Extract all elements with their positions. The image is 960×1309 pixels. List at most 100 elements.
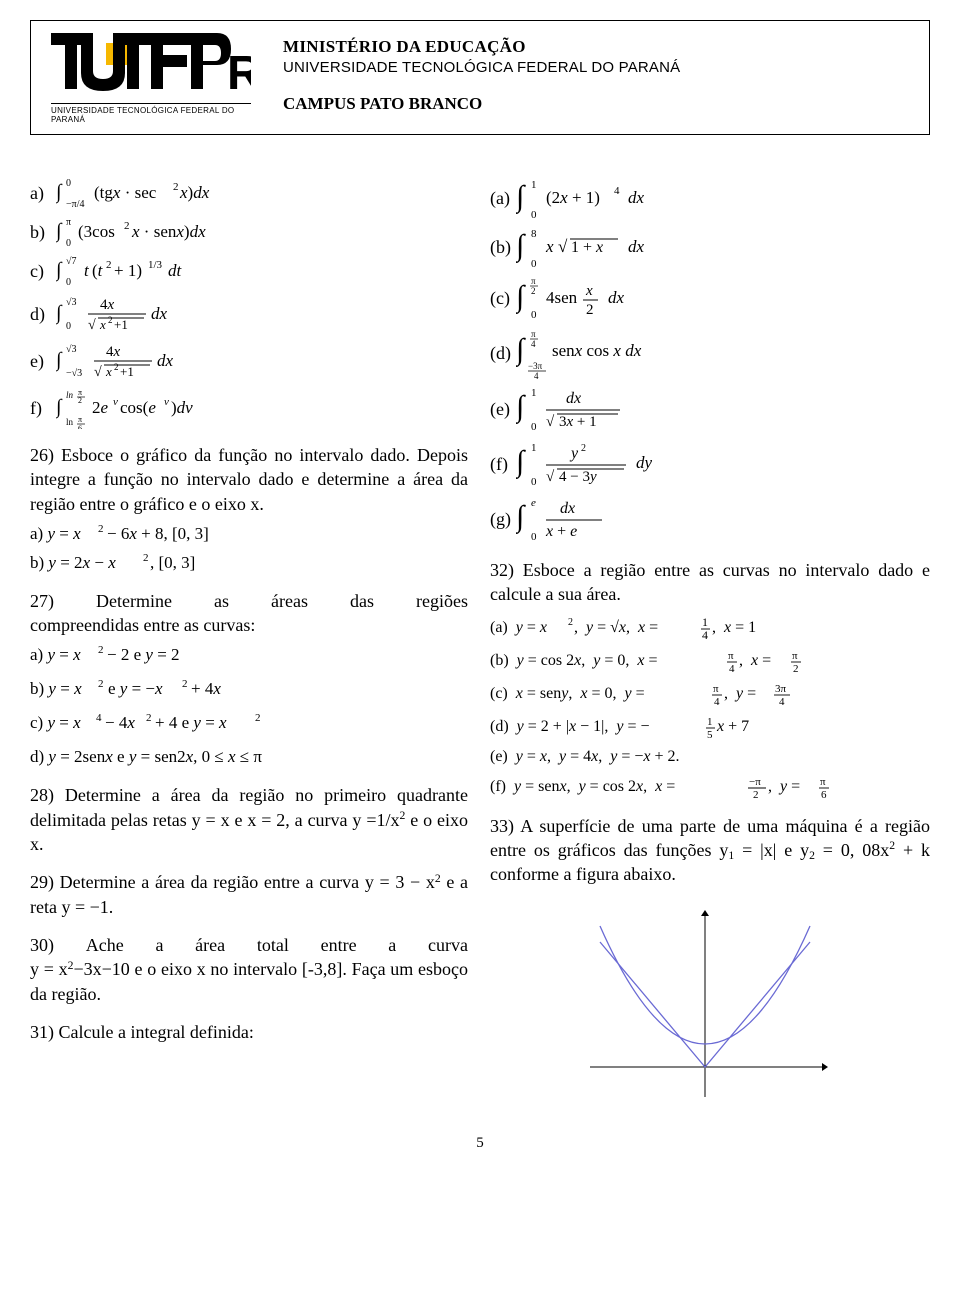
svg-text:− 4x: − 4x: [105, 713, 135, 732]
svg-text:π: π: [66, 217, 71, 228]
svg-text:6: 6: [821, 789, 827, 800]
svg-text:∫: ∫: [516, 390, 526, 425]
eq-31d: (d) ∫ π 4 −3π 4 senx cos x dx: [490, 327, 930, 379]
svg-text:√: √: [546, 414, 555, 430]
svg-text:√: √: [94, 365, 102, 380]
svg-text:∫: ∫: [56, 181, 63, 204]
svg-text:+ 1): + 1): [114, 261, 142, 280]
document-header: R UNIVERSIDADE TECNOLÓGICA FEDERAL DO PA…: [30, 20, 930, 135]
svg-text:2: 2: [255, 712, 261, 724]
svg-text:π: π: [531, 329, 536, 339]
eq-31f: (f) ∫ 1 0 y 2 √ 4 − 3y dy: [490, 439, 930, 489]
svg-text:+ 4x: + 4x: [191, 679, 221, 698]
svg-text:(c) x = seny, x = 0, y =: (c) x = seny, x = 0, y =: [490, 685, 645, 702]
svg-text:dt: dt: [168, 261, 183, 280]
svg-text:−π/4: −π/4: [66, 199, 84, 210]
q32-text: 32) Esboce a região entre as curvas no i…: [490, 558, 930, 607]
q27-line2: compreendidas entre as curvas:: [30, 613, 255, 637]
eq-31e: (e) ∫ 1 0 dx √ 3x + 1: [490, 384, 930, 434]
page-number: 5: [30, 1135, 930, 1152]
svg-text:, x =: , x =: [739, 652, 771, 669]
svg-text:4: 4: [96, 712, 102, 724]
eq-25e: e) ∫ √3 −√3 4x √ x 2 +1 dx: [30, 340, 468, 382]
q32-e: (e) y = x, y = 4x, y = −x + 2.: [490, 745, 930, 767]
svg-text:0: 0: [66, 277, 71, 288]
svg-text:∫: ∫: [516, 229, 526, 264]
svg-text:2e: 2e: [92, 398, 109, 417]
svg-text:a) y = x: a) y = x: [30, 645, 81, 664]
svg-text:2: 2: [581, 443, 586, 454]
q27-d: d) y = 2senx e y = sen2x, 0 ≤ x ≤ π: [30, 745, 468, 769]
svg-text:π: π: [531, 276, 536, 286]
svg-text:∫: ∫: [516, 445, 526, 480]
svg-text:4sen: 4sen: [546, 288, 578, 307]
svg-text:∫: ∫: [56, 349, 63, 372]
svg-text:−π: −π: [749, 776, 761, 788]
svg-text:∫: ∫: [56, 220, 63, 243]
svg-text:1/3: 1/3: [148, 259, 163, 271]
svg-text:2: 2: [108, 315, 113, 325]
svg-text:2: 2: [124, 220, 130, 232]
eq-25c: c) ∫ √7 0 t (t 2 + 1) 1/3 dt: [30, 254, 468, 288]
svg-text:2: 2: [586, 302, 594, 318]
svg-text:, y = √x, x =: , y = √x, x =: [574, 619, 658, 636]
svg-text:(t: (t: [92, 261, 104, 280]
q32-b: (b) y = cos 2x, y = 0, x = π 4 , x = π 2: [490, 646, 930, 674]
svg-text:π: π: [713, 683, 719, 695]
svg-text:dx: dx: [157, 351, 174, 370]
svg-text:4: 4: [534, 371, 539, 379]
svg-text:0: 0: [531, 309, 537, 321]
university-line: UNIVERSIDADE TECNOLÓGICA FEDERAL DO PARA…: [283, 59, 917, 76]
svg-text:x: x: [105, 364, 112, 379]
svg-text:b) y = 2x − x: b) y = 2x − x: [30, 553, 116, 572]
svg-text:− 6x + 8, [0, 3]: − 6x + 8, [0, 3]: [107, 524, 209, 543]
svg-text:2: 2: [173, 181, 179, 193]
svg-text:∫: ∫: [516, 280, 526, 315]
svg-text:1: 1: [702, 615, 708, 629]
svg-text:(tgx · sec: (tgx · sec: [94, 183, 157, 202]
q29-text: 29) Determine a área da região entre a c…: [30, 870, 468, 919]
svg-text:2: 2: [106, 259, 112, 271]
svg-text:senx cos x dx: senx cos x dx: [552, 341, 642, 360]
svg-text:)dv: )dv: [171, 398, 193, 417]
svg-text:4: 4: [614, 185, 620, 197]
svg-text:2: 2: [531, 286, 536, 296]
svg-text:(f) y = senx, y = cos 2x, x: (f) y = senx, y = cos 2x, x =: [490, 778, 675, 795]
eq-25f: f) ∫ ln π 2 ln π 6 2e v cos(e v )dv: [30, 387, 468, 429]
svg-text:dx: dx: [151, 304, 168, 323]
svg-text:v: v: [113, 396, 118, 408]
svg-text:dx: dx: [608, 288, 625, 307]
svg-text:∫: ∫: [516, 333, 526, 368]
svg-text:1: 1: [531, 179, 537, 191]
svg-text:1: 1: [531, 387, 537, 399]
svg-text:dx: dx: [628, 237, 645, 256]
svg-text:x + e: x + e: [545, 523, 577, 540]
q28-text: 28) Determine a área da região no primei…: [30, 783, 468, 856]
svg-text:√: √: [546, 469, 555, 485]
svg-text:2: 2: [98, 678, 104, 690]
q26-text: 26) Esboce o gráfico da função no interv…: [30, 443, 468, 516]
svg-text:, [0, 3]: , [0, 3]: [150, 553, 195, 572]
eq-25d: d) ∫ √3 0 4x √ x 2 +1 dx: [30, 293, 468, 335]
header-text: MINISTÉRIO DA EDUCAÇÃO UNIVERSIDADE TECN…: [271, 21, 929, 134]
right-column: (a) ∫ 1 0 (2x + 1) 4 dx (b) ∫ 8 0 x √: [490, 171, 930, 1109]
svg-text:x: x: [545, 237, 554, 256]
eq-25a: a) ∫ 0 −π/4 (tgx · sec 2 x)dx: [30, 176, 468, 210]
svg-text:∫: ∫: [516, 500, 526, 535]
svg-text:dx: dx: [560, 500, 575, 517]
svg-text:∫: ∫: [56, 259, 63, 282]
svg-text:2: 2: [114, 362, 119, 372]
svg-text:4: 4: [702, 628, 708, 641]
svg-text:2: 2: [143, 552, 149, 564]
svg-text:v: v: [164, 396, 169, 408]
utfpr-logo: R: [51, 31, 251, 101]
q27-line1: 27) Determine as áreas das regiões: [30, 591, 468, 611]
q27-text: 27) Determine as áreas das regiões compr…: [30, 589, 468, 638]
svg-text:2: 2: [568, 617, 573, 628]
q26-b: b) y = 2x − x 2 , [0, 3]: [30, 551, 468, 575]
svg-text:e y = −x: e y = −x: [108, 679, 163, 698]
q27-a: a) y = x 2 − 2 e y = 2: [30, 643, 468, 667]
svg-text:ln: ln: [66, 390, 74, 400]
svg-text:c) y = x: c) y = x: [30, 713, 81, 732]
svg-text:(2x + 1): (2x + 1): [546, 188, 600, 207]
